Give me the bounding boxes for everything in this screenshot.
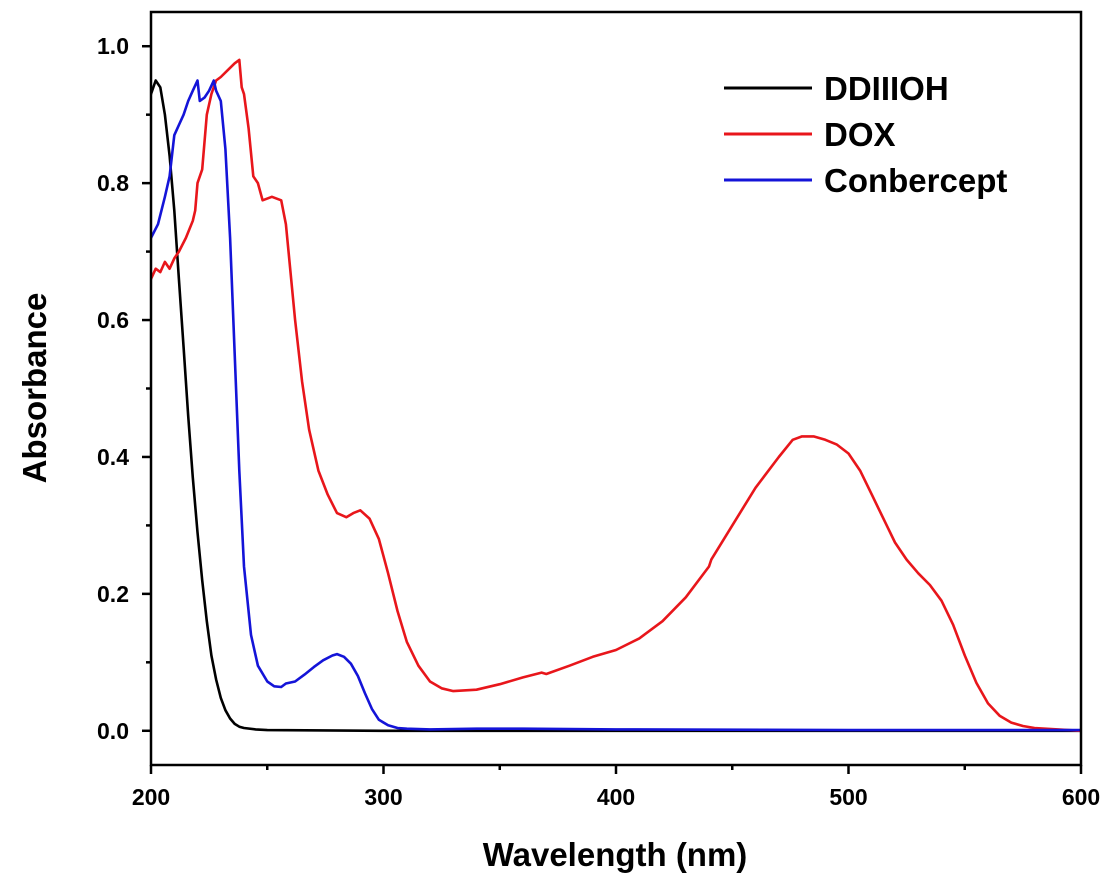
series-line-conbercept	[151, 79, 1081, 732]
plot-area	[151, 58, 1081, 733]
axis-ticks: 200 300 400 500 600 0.0 0.2 0.4 0.6 0.8 1.0	[97, 33, 1100, 810]
y-tick-label: 0.8	[97, 170, 129, 196]
legend: DDIIIOH DOX Conbercept	[724, 70, 1007, 199]
y-tick-label: 1.0	[97, 33, 129, 59]
x-tick-label: 500	[829, 784, 867, 810]
x-axis-title: Wavelength (nm)	[483, 836, 748, 873]
legend-label-dox: DOX	[824, 116, 896, 153]
y-tick-label: 0.0	[97, 718, 129, 744]
y-axis-title: Absorbance	[16, 293, 53, 484]
x-tick-label: 400	[597, 784, 635, 810]
x-tick-label: 200	[132, 784, 170, 810]
y-tick-label: 0.4	[97, 444, 129, 470]
series-line-dox	[151, 58, 1081, 733]
x-tick-label: 300	[364, 784, 402, 810]
legend-label-ddiiioh: DDIIIOH	[824, 70, 949, 107]
y-tick-label: 0.6	[97, 307, 129, 333]
x-tick-label: 600	[1062, 784, 1100, 810]
legend-label-conbercept: Conbercept	[824, 162, 1007, 199]
y-tick-label: 0.2	[97, 581, 129, 607]
